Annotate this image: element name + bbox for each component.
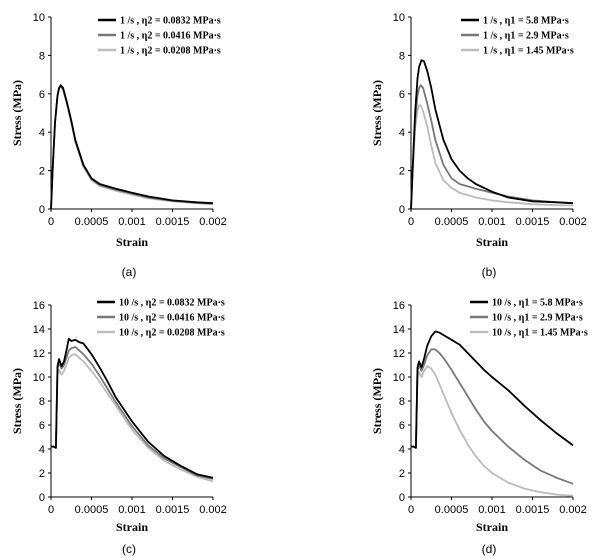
legend-entry: 10 /s , η2 = 0.0416 MPa·s: [119, 313, 225, 324]
y-tick-label: 16: [33, 300, 45, 312]
y-tick-label: 0: [39, 492, 45, 504]
legend-entry: 1 /s , η2 = 0.0832 MPa·s: [120, 16, 221, 27]
y-tick-label: 0: [399, 204, 405, 216]
legend-entry: 10 /s , η1 = 1.45 MPa·s: [492, 328, 588, 339]
chart-panel-d: 0 2 4 6 8 10 12 14 16 0 0.0005 0.001 0.0015 0.002 Stra…: [370, 298, 588, 557]
series-line: [410, 104, 574, 210]
x-tick-label: 0.0005: [435, 216, 469, 228]
y-tick-label: 10: [33, 372, 45, 384]
legend-entry: 10 /s , η1 = 2.9 MPa·s: [492, 313, 583, 324]
y-tick-label: 14: [33, 324, 45, 336]
y-tick-label: 4: [39, 444, 45, 456]
y-tick-label: 14: [393, 324, 405, 336]
y-tick-label: 6: [399, 89, 405, 101]
y-tick-label: 10: [393, 372, 405, 384]
x-tick-label: 0.0005: [435, 504, 469, 516]
y-tick-label: 8: [399, 50, 405, 62]
series-line: [411, 330, 574, 449]
y-tick-label: 4: [399, 127, 405, 139]
y-tick-label: 6: [39, 420, 45, 432]
x-tick-label: 0: [48, 504, 54, 516]
x-tick-label: 0.0015: [156, 216, 190, 228]
y-tick-label: 2: [39, 166, 45, 178]
series-line: [50, 86, 214, 210]
y-tick-label: 0: [39, 204, 45, 216]
legend-entry: 1 /s , η1 = 5.8 MPa·s: [483, 16, 569, 27]
y-tick-label: 10: [33, 12, 45, 24]
y-axis-label: Stress (MPa): [10, 80, 24, 146]
panel-caption: (a): [122, 265, 137, 279]
x-tick-label: 0.0015: [516, 504, 550, 516]
x-tick-label: 0.002: [199, 504, 227, 516]
chart-panel-a: 0 2 4 6 8 10 0 0.0005 0.001 0.0015 0.002 Strain Stre…: [10, 12, 227, 279]
panel-caption: (b): [482, 265, 497, 279]
y-tick-label: 8: [399, 396, 405, 408]
x-axis-label: Strain: [116, 520, 148, 534]
series-line: [50, 84, 214, 210]
panel-caption: (c): [122, 542, 136, 556]
series-line: [411, 365, 574, 497]
x-tick-label: 0: [408, 216, 414, 228]
x-axis-label: Strain: [476, 235, 508, 249]
x-tick-label: 0: [48, 216, 54, 228]
y-tick-label: 8: [39, 396, 45, 408]
series-line: [51, 337, 214, 479]
legend-entry: 10 /s , η1 = 5.8 MPa·s: [492, 298, 583, 309]
x-tick-label: 0: [408, 504, 414, 516]
y-tick-label: 2: [399, 468, 405, 480]
y-axis-label: Stress (MPa): [10, 368, 24, 434]
x-tick-label: 0.0005: [75, 504, 109, 516]
y-tick-label: 8: [39, 50, 45, 62]
x-tick-label: 0.002: [559, 504, 587, 516]
chart-panel-c: 0 2 4 6 8 10 12 14 16 0 0.0005 0.001 0.0015 0.002 Stra…: [10, 298, 227, 557]
x-tick-label: 0.001: [118, 504, 146, 516]
series-line: [50, 85, 214, 210]
y-tick-label: 0: [399, 492, 405, 504]
x-axis-label: Strain: [116, 235, 148, 249]
x-tick-label: 0.001: [478, 216, 506, 228]
y-tick-label: 2: [399, 166, 405, 178]
x-tick-label: 0.0005: [75, 216, 109, 228]
legend-entry: 1 /s , η1 = 2.9 MPa·s: [483, 31, 569, 42]
x-tick-label: 0.0015: [516, 216, 550, 228]
y-axis-label: Stress (MPa): [370, 368, 384, 434]
legend-entry: 1 /s , η2 = 0.0416 MPa·s: [120, 31, 221, 42]
y-tick-label: 4: [39, 127, 45, 139]
series-line: [51, 353, 214, 483]
y-tick-label: 6: [399, 420, 405, 432]
legend-entry: 10 /s , η2 = 0.0832 MPa·s: [119, 298, 225, 309]
legend-entry: 1 /s , η1 = 1.45 MPa·s: [483, 46, 574, 57]
x-axis-label: Strain: [476, 520, 508, 534]
y-tick-label: 10: [393, 12, 405, 24]
x-tick-label: 0.001: [118, 216, 146, 228]
y-axis-label: Stress (MPa): [370, 80, 384, 146]
chart-panel-b: 0 2 4 6 8 10 0 0.0005 0.001 0.0015 0.002 Strain Stre…: [370, 12, 587, 279]
legend-entry: 1 /s , η2 = 0.0208 MPa·s: [120, 46, 221, 57]
series-line: [410, 84, 574, 210]
panel-caption: (d): [482, 542, 497, 556]
series-line: [410, 59, 574, 210]
legend-entry: 10 /s , η2 = 0.0208 MPa·s: [119, 328, 225, 339]
y-tick-label: 16: [393, 300, 405, 312]
series-line: [51, 346, 214, 480]
x-tick-label: 0.001: [478, 504, 506, 516]
y-tick-label: 4: [399, 444, 405, 456]
x-tick-label: 0.002: [559, 216, 587, 228]
y-tick-label: 12: [33, 348, 45, 360]
x-tick-label: 0.0015: [156, 504, 190, 516]
series-line: [411, 348, 574, 485]
y-tick-label: 2: [39, 468, 45, 480]
y-tick-label: 6: [39, 89, 45, 101]
y-tick-label: 12: [393, 348, 405, 360]
x-tick-label: 0.002: [199, 216, 227, 228]
